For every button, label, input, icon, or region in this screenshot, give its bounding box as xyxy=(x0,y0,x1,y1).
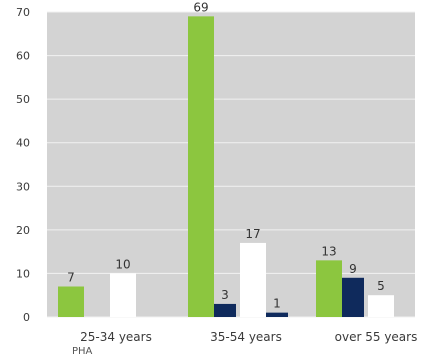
data-label: 5 xyxy=(377,279,385,293)
bar-1-0 xyxy=(188,16,214,317)
bars xyxy=(58,16,394,317)
data-labels: 7 10 69 3 17 1 13 9 5 xyxy=(67,0,385,310)
y-tick-label: 30 xyxy=(16,180,30,193)
y-tick-label: 0 xyxy=(23,311,30,324)
x-category-label: 35-54 years xyxy=(210,330,282,344)
y-tick-label: 20 xyxy=(16,224,30,237)
y-tick-label: 10 xyxy=(16,267,30,280)
bar-1-3 xyxy=(266,312,288,317)
annotation-text: PHA xyxy=(72,346,93,357)
bar-1-1 xyxy=(214,303,236,317)
data-label: 1 xyxy=(273,297,281,311)
gridlines xyxy=(47,11,415,318)
data-label: 3 xyxy=(221,288,229,302)
data-label: 10 xyxy=(115,257,130,271)
bar-0-0 xyxy=(58,286,84,317)
y-tick-label: 60 xyxy=(16,50,30,63)
bar-1-2 xyxy=(240,242,266,317)
bar-0-2 xyxy=(110,273,136,317)
y-tick-label: 70 xyxy=(16,6,30,19)
x-category-label: over 55 years xyxy=(335,330,418,344)
plot-background xyxy=(47,12,415,317)
bar-2-0 xyxy=(316,260,342,317)
data-label: 17 xyxy=(245,227,260,241)
bar-2-2 xyxy=(368,295,394,317)
x-axis-categories: 25-34 years 35-54 years over 55 years xyxy=(80,330,417,344)
bar-2-1 xyxy=(342,277,364,317)
data-label: 69 xyxy=(193,0,208,14)
y-tick-label: 40 xyxy=(16,137,30,150)
y-tick-label: 50 xyxy=(16,93,30,106)
y-axis-ticks: 0 10 20 30 40 50 60 70 xyxy=(16,6,30,324)
data-label: 7 xyxy=(67,271,75,285)
data-label: 13 xyxy=(321,244,336,258)
data-label: 9 xyxy=(349,262,357,276)
x-category-label: 25-34 years xyxy=(80,330,152,344)
